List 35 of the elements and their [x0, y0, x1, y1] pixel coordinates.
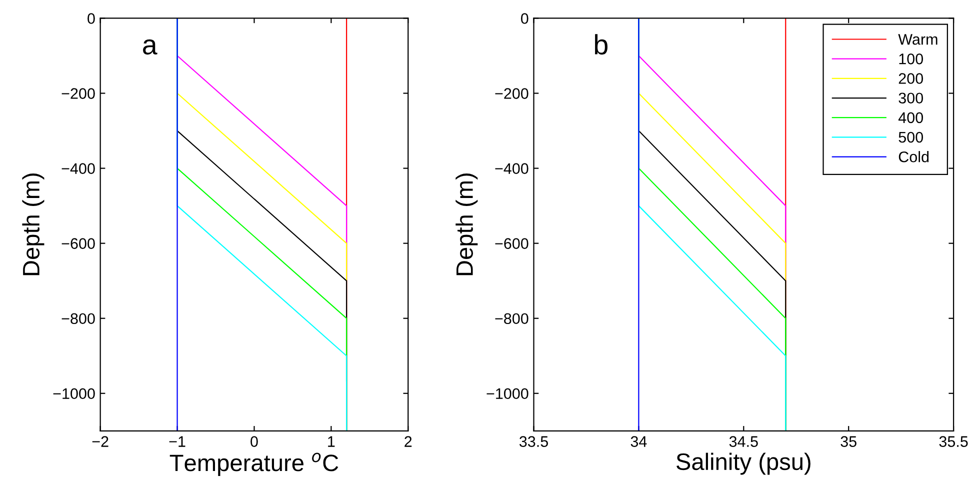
y-tick-label: −800 [495, 313, 528, 324]
x-axis-title: Salinity (psu) [676, 452, 810, 475]
x-tick-label: 0 [250, 436, 258, 447]
x-tick-label: 34.5 [729, 436, 758, 447]
y-tick-label: −1000 [486, 388, 528, 400]
y-tick-label: −400 [62, 163, 95, 174]
legend-label: 400 [898, 112, 924, 124]
legend-label: 100 [899, 54, 924, 64]
x-tick-label: −2 [92, 436, 108, 447]
x-tick-label: 35.5 [939, 436, 968, 447]
legend-label: Warm [898, 34, 938, 45]
y-axis-title: Depth (m) [22, 174, 44, 276]
legend-label: 500 [898, 132, 924, 143]
y-tick-label: −600 [62, 238, 95, 250]
y-tick-label: −800 [62, 313, 95, 324]
y-tick-label: −400 [495, 163, 528, 174]
y-axis-title: Depth (m) [456, 174, 478, 276]
y-tick-label: −200 [495, 88, 528, 99]
x-tick-label: −1 [169, 436, 186, 447]
y-tick-label: 0 [520, 13, 528, 24]
legend-label: Cold [898, 151, 929, 162]
y-tick-label: −1000 [53, 388, 95, 400]
x-tick-label: 33.5 [519, 436, 548, 447]
x-axis-title: Temperature $^{o}$C [170, 452, 338, 476]
annotation: a [143, 39, 158, 55]
y-tick-label: −200 [62, 88, 95, 99]
x-tick-label: 34 [630, 436, 647, 447]
annotation: b [594, 34, 608, 55]
y-tick-label: −600 [495, 238, 528, 250]
x-tick-label: 35 [840, 436, 856, 447]
y-tick-label: 0 [88, 13, 95, 24]
legend-label: 200 [898, 73, 924, 84]
x-tick-label: 2 [404, 436, 412, 447]
legend-label: 300 [898, 92, 924, 104]
x-tick-label: 1 [328, 436, 335, 447]
